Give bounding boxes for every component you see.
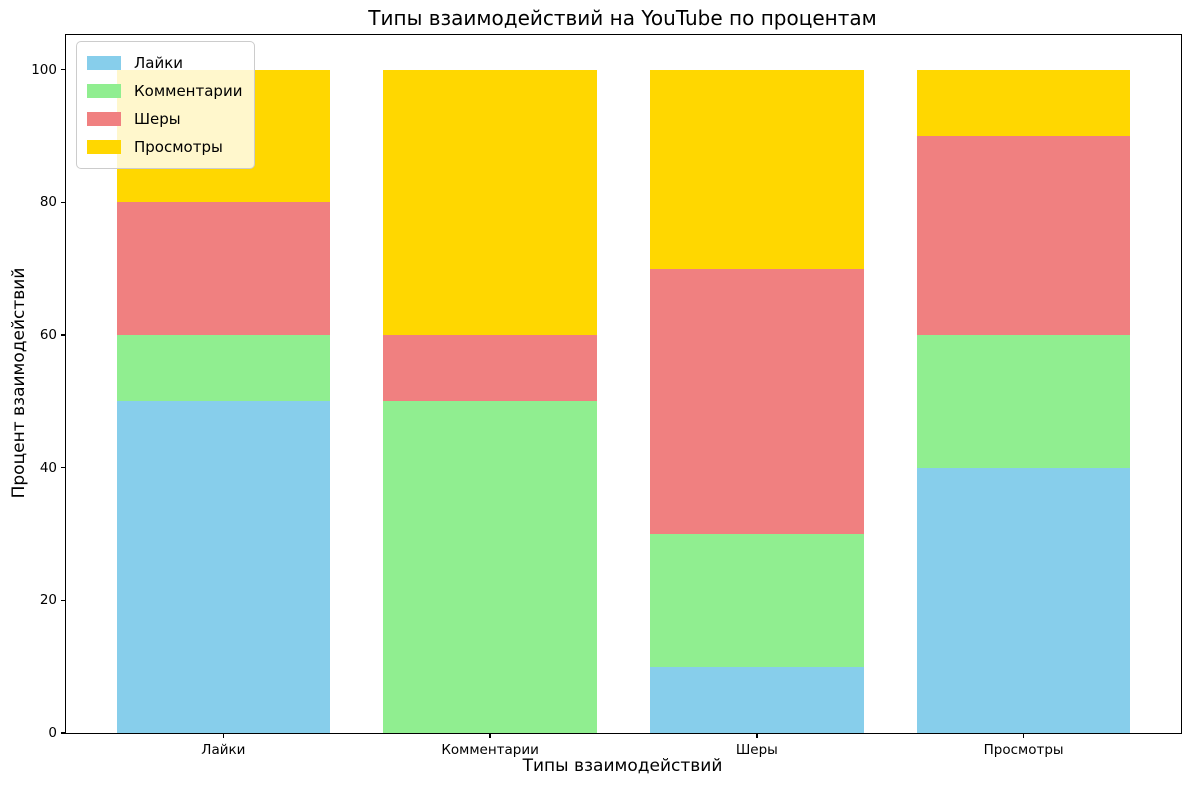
legend-label: Шеры	[134, 110, 181, 128]
y-tick-label: 100	[31, 61, 57, 78]
legend-item: Шеры	[87, 105, 242, 133]
bar-segment	[116, 334, 331, 402]
bar-segment	[650, 268, 864, 534]
bar-segment	[916, 334, 1131, 468]
x-tick-mark	[756, 733, 758, 738]
bar-segment	[383, 334, 597, 402]
legend-swatch-likes-icon	[87, 56, 121, 70]
legend-item: Комментарии	[87, 77, 242, 105]
legend-swatch-shares-icon	[87, 112, 121, 126]
bar-segment	[916, 467, 1131, 733]
bar-segment	[116, 401, 331, 733]
bar-segment	[383, 69, 597, 335]
legend-label: Комментарии	[134, 82, 243, 100]
legend-item: Лайки	[87, 49, 242, 77]
bar-segment	[383, 401, 597, 733]
bar-segment	[116, 202, 331, 335]
y-tick-mark	[61, 201, 66, 203]
plot-area: 0 20 40 60 80 100 Лайки Комментарии Шеры Просмотр…	[31, 34, 1182, 758]
bar-segment	[650, 69, 864, 269]
x-tick-mark	[489, 733, 491, 738]
x-tick-label: Шеры	[735, 742, 778, 758]
legend-label: Лайки	[134, 54, 184, 72]
y-tick-mark	[61, 466, 66, 469]
y-tick-label: 60	[39, 326, 57, 343]
bar-segment	[916, 69, 1131, 136]
y-tick-label: 0	[48, 725, 57, 741]
x-tick-label: Лайки	[201, 742, 246, 758]
y-tick-mark	[61, 68, 66, 71]
y-tick-mark	[61, 732, 66, 734]
x-tick-mark	[222, 733, 225, 738]
x-tick-label: Просмотры	[983, 742, 1064, 758]
x-tick-mark	[1022, 733, 1025, 738]
x-tick-label: Комментарии	[441, 742, 539, 758]
bar-segment	[650, 533, 864, 667]
y-tick-label: 20	[39, 592, 57, 609]
bar-segment	[916, 135, 1131, 335]
chart-title: Типы взаимодействий на YouTube по процен…	[368, 6, 877, 30]
y-tick-mark	[61, 599, 66, 601]
legend: Лайки Комментарии Шеры Просмотры	[76, 41, 256, 169]
y-tick-label: 40	[39, 459, 57, 476]
y-axis-label: Процент взаимодействий	[9, 267, 29, 499]
legend-swatch-views-icon	[87, 140, 121, 154]
x-axis-label: Типы взаимодействий	[522, 756, 723, 776]
y-tick-mark	[61, 334, 66, 336]
bar-segment	[650, 666, 864, 733]
legend-swatch-comments-icon	[87, 84, 121, 98]
y-tick-label: 80	[39, 194, 57, 211]
legend-label: Просмотры	[134, 138, 223, 156]
legend-item: Просмотры	[87, 133, 242, 161]
